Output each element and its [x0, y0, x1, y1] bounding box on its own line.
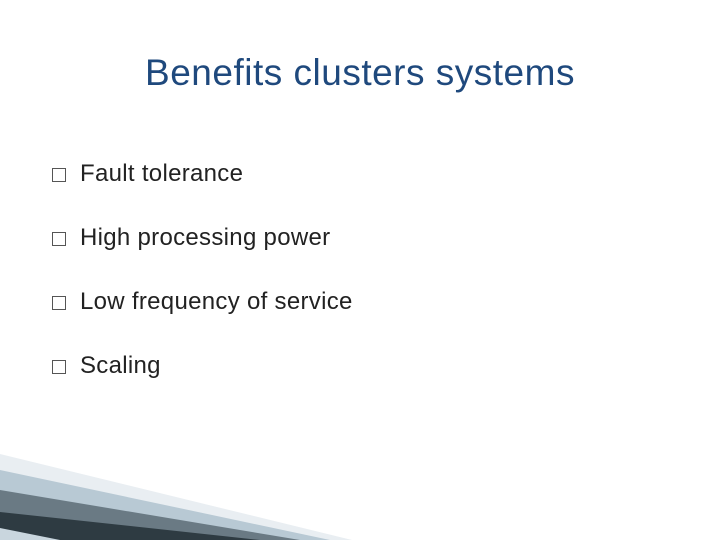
stripe	[0, 512, 260, 540]
list-item-label: High processing power	[80, 224, 330, 252]
square-bullet-icon	[52, 360, 66, 374]
corner-stripes-decoration	[0, 420, 720, 540]
list-item-label: Fault tolerance	[80, 160, 243, 188]
square-bullet-icon	[52, 232, 66, 246]
bullet-list: Fault tolerance High processing power Lo…	[52, 160, 652, 416]
list-item: High processing power	[52, 224, 652, 252]
slide-title: Benefits clusters systems	[0, 52, 720, 94]
list-item: Scaling	[52, 352, 652, 380]
stripe	[0, 470, 330, 540]
square-bullet-icon	[52, 296, 66, 310]
stripe	[0, 490, 300, 540]
square-bullet-icon	[52, 168, 66, 182]
list-item-label: Scaling	[80, 352, 161, 380]
stripe	[0, 454, 352, 540]
list-item: Fault tolerance	[52, 160, 652, 188]
slide: { "title": { "text": "Benefits clusters …	[0, 0, 720, 540]
list-item: Low frequency of service	[52, 288, 652, 316]
list-item-label: Low frequency of service	[80, 288, 353, 316]
stripe	[0, 528, 60, 540]
